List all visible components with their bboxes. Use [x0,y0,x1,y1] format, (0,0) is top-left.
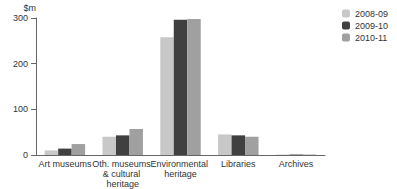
svg-text:0: 0 [23,150,28,160]
svg-text:Art museums: Art museums [38,159,92,169]
svg-text:2008-09: 2008-09 [355,9,388,19]
svg-text:Environmental: Environmental [150,159,210,169]
svg-text:2009-10: 2009-10 [355,21,388,31]
svg-text:Libraries: Libraries [221,159,256,169]
svg-text:Oth. museums: Oth. museums [92,159,153,169]
svg-text:Archives: Archives [279,159,314,169]
svg-text:200: 200 [13,59,28,69]
svg-text:heritage: heritage [164,169,197,179]
svg-text:heritage: heritage [106,179,139,189]
svg-text:& cultural: & cultural [103,169,143,179]
svg-text:2010-11: 2010-11 [355,33,387,43]
svg-text:$m: $m [23,3,36,13]
svg-text:300: 300 [13,13,28,23]
svg-text:100: 100 [13,104,28,114]
